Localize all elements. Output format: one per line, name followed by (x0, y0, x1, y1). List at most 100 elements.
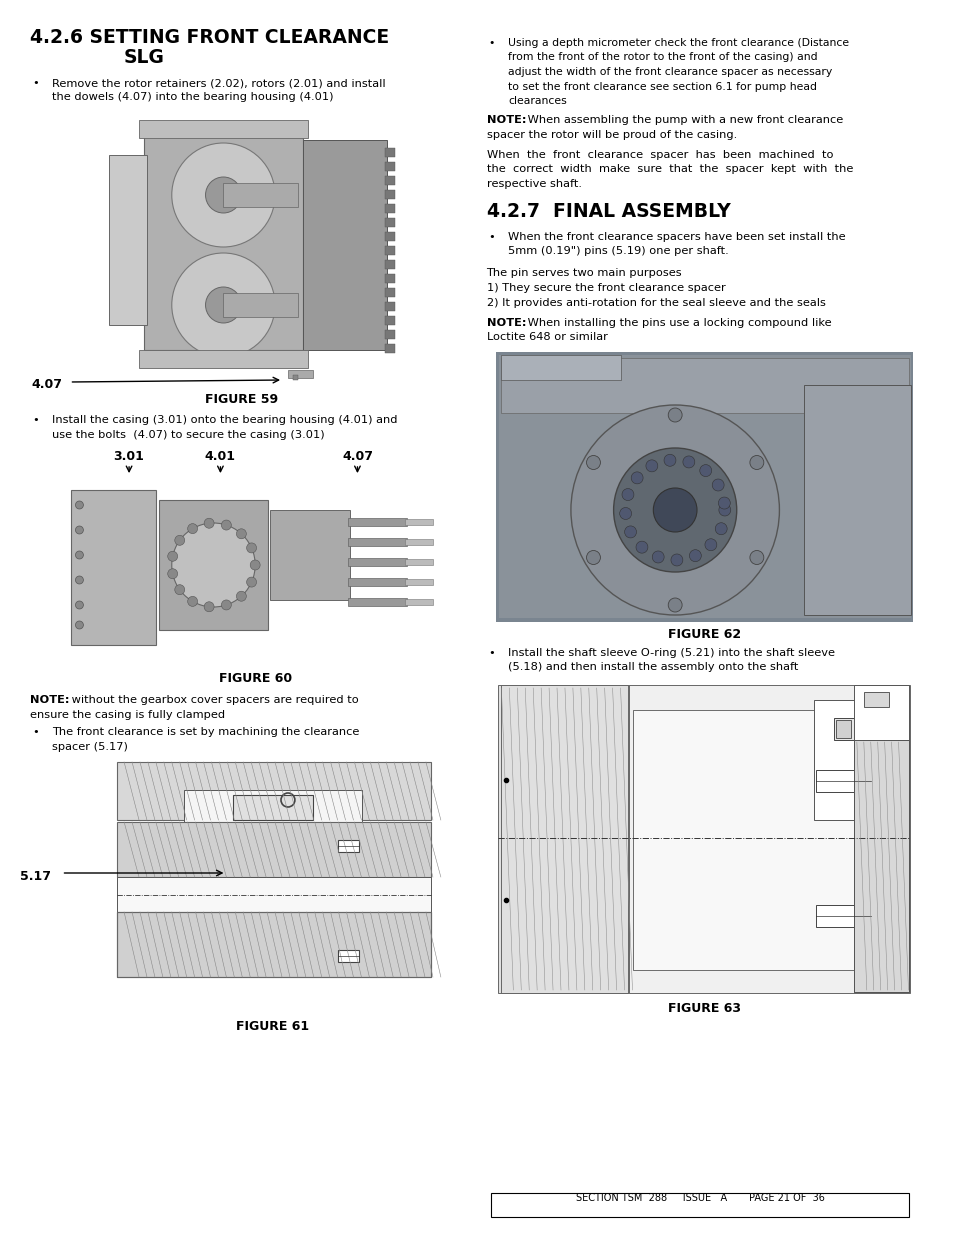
Text: SLG: SLG (124, 48, 165, 67)
Bar (385, 274, 395, 283)
Bar (184, 790, 362, 830)
Bar (68, 478, 442, 666)
Text: 4.07: 4.07 (341, 450, 373, 463)
Bar (501, 685, 630, 993)
Circle shape (250, 559, 260, 571)
Bar (117, 823, 431, 877)
Text: •: • (31, 415, 38, 425)
Circle shape (75, 551, 83, 559)
Bar (803, 385, 910, 615)
Text: FIGURE 62: FIGURE 62 (668, 629, 740, 641)
Text: •: • (488, 38, 495, 48)
Text: FIGURE 63: FIGURE 63 (668, 1002, 740, 1015)
Circle shape (75, 621, 83, 629)
Circle shape (667, 598, 681, 613)
Circle shape (221, 520, 231, 530)
Bar (405, 519, 433, 525)
Bar (288, 370, 313, 378)
Bar (491, 1193, 907, 1216)
Text: NOTE:: NOTE: (486, 115, 525, 125)
Text: 1) They secure the front clearance spacer: 1) They secure the front clearance space… (486, 283, 724, 293)
Bar (499, 354, 910, 618)
Circle shape (168, 551, 177, 561)
Text: spacer the rotor will be proud of the casing.: spacer the rotor will be proud of the ca… (486, 130, 736, 140)
Bar (385, 316, 395, 325)
Circle shape (749, 551, 763, 564)
Bar (117, 911, 431, 977)
Bar (862, 692, 887, 706)
Bar (385, 261, 395, 269)
Bar (497, 685, 627, 993)
Text: When assembling the pump with a new front clearance: When assembling the pump with a new fron… (524, 115, 842, 125)
Bar (109, 156, 147, 325)
Bar (347, 558, 407, 566)
Circle shape (682, 456, 694, 468)
Text: 4.01: 4.01 (205, 450, 235, 463)
Circle shape (621, 489, 633, 500)
Bar (302, 140, 387, 350)
Bar (347, 578, 407, 585)
Circle shape (719, 504, 730, 516)
Bar (501, 354, 619, 380)
Bar (144, 130, 302, 350)
Text: adjust the width of the front clearance spacer as necessary: adjust the width of the front clearance … (508, 67, 832, 77)
Text: The pin serves two main purposes: The pin serves two main purposes (486, 268, 681, 278)
Circle shape (586, 551, 599, 564)
Bar (337, 840, 359, 852)
Bar (853, 740, 907, 992)
Bar (385, 162, 395, 170)
Circle shape (652, 551, 663, 563)
Text: Install the casing (3.01) onto the bearing housing (4.01) and: Install the casing (3.01) onto the beari… (51, 415, 396, 425)
Bar (68, 115, 415, 380)
Circle shape (715, 522, 726, 535)
Circle shape (75, 526, 83, 534)
Circle shape (667, 408, 681, 422)
Bar (223, 293, 297, 317)
Circle shape (653, 488, 697, 532)
Text: 2) It provides anti-rotation for the seal sleeve and the seals: 2) It provides anti-rotation for the sea… (486, 298, 824, 308)
Bar (501, 358, 907, 412)
Bar (114, 758, 432, 1013)
Circle shape (631, 472, 642, 484)
Bar (405, 538, 433, 545)
Text: 4.2.7  FINAL ASSEMBLY: 4.2.7 FINAL ASSEMBLY (486, 203, 729, 221)
Circle shape (75, 576, 83, 584)
Bar (385, 345, 395, 353)
Bar (385, 177, 395, 185)
Text: Using a depth micrometer check the front clearance (Distance: Using a depth micrometer check the front… (508, 38, 848, 48)
Circle shape (75, 601, 83, 609)
Text: •: • (31, 727, 38, 737)
Text: When  the  front  clearance  spacer  has  been  machined  to: When the front clearance spacer has been… (486, 149, 832, 161)
Bar (813, 700, 907, 820)
Circle shape (645, 459, 658, 472)
Bar (385, 303, 395, 311)
Circle shape (718, 496, 730, 509)
Bar (117, 762, 431, 820)
Text: FIGURE 60: FIGURE 60 (218, 672, 292, 685)
Circle shape (704, 538, 716, 551)
Bar (385, 148, 395, 157)
Bar (853, 740, 907, 992)
Bar (405, 559, 433, 564)
Circle shape (236, 529, 246, 538)
Circle shape (204, 601, 213, 611)
Text: clearances: clearances (508, 96, 566, 106)
Text: SECTION TSM  288     ISSUE   A       PAGE 21 OF  36: SECTION TSM 288 ISSUE A PAGE 21 OF 36 (575, 1193, 823, 1203)
Text: •: • (488, 648, 495, 658)
Bar (71, 490, 155, 645)
Bar (385, 330, 395, 338)
Text: Install the shaft sleeve O-ring (5.21) into the shaft sleeve: Install the shaft sleeve O-ring (5.21) i… (508, 648, 835, 658)
Text: 5.17: 5.17 (20, 869, 51, 883)
Text: ensure the casing is fully clamped: ensure the casing is fully clamped (30, 709, 225, 720)
Bar (385, 288, 395, 296)
Text: The front clearance is set by machining the clearance: The front clearance is set by machining … (51, 727, 358, 737)
Circle shape (570, 405, 779, 615)
Circle shape (204, 519, 213, 529)
Text: respective shaft.: respective shaft. (486, 179, 581, 189)
Text: Remove the rotor retainers (2.02), rotors (2.01) and install: Remove the rotor retainers (2.02), rotor… (51, 78, 385, 88)
Bar (159, 500, 268, 630)
Bar (385, 219, 395, 227)
Circle shape (205, 287, 241, 324)
Bar (629, 685, 909, 993)
Bar (385, 246, 395, 254)
